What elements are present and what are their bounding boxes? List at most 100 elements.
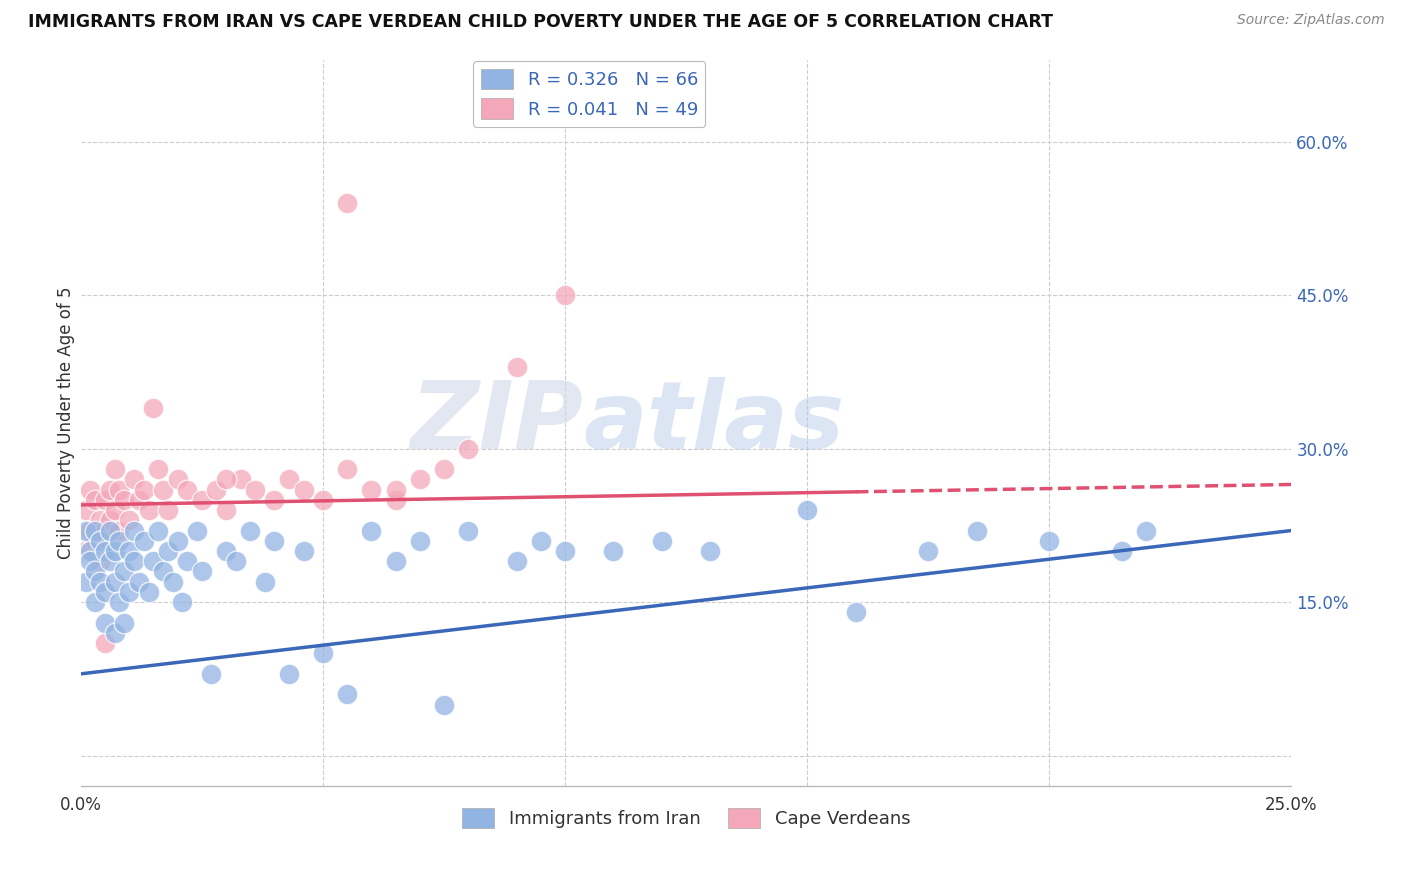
Text: IMMIGRANTS FROM IRAN VS CAPE VERDEAN CHILD POVERTY UNDER THE AGE OF 5 CORRELATIO: IMMIGRANTS FROM IRAN VS CAPE VERDEAN CHI… — [28, 13, 1053, 31]
Point — [94, 524, 117, 538]
Point — [75, 574, 97, 589]
Point — [75, 544, 97, 558]
Y-axis label: Child Poverty Under the Age of 5: Child Poverty Under the Age of 5 — [58, 287, 75, 559]
Point — [336, 687, 359, 701]
Point — [530, 533, 553, 548]
Point — [118, 585, 141, 599]
Point — [191, 565, 214, 579]
Point — [75, 524, 97, 538]
Point — [215, 472, 238, 486]
Point — [191, 492, 214, 507]
Point — [966, 524, 988, 538]
Point — [253, 574, 276, 589]
Point — [128, 492, 150, 507]
Point — [98, 524, 121, 538]
Point — [409, 472, 432, 486]
Point — [104, 626, 127, 640]
Point — [156, 503, 179, 517]
Point — [84, 524, 107, 538]
Text: Source: ZipAtlas.com: Source: ZipAtlas.com — [1237, 13, 1385, 28]
Text: atlas: atlas — [583, 377, 845, 469]
Point — [122, 472, 145, 486]
Point — [433, 698, 456, 712]
Point — [122, 554, 145, 568]
Point — [205, 483, 228, 497]
Point — [699, 544, 721, 558]
Point — [108, 483, 131, 497]
Point — [118, 544, 141, 558]
Point — [292, 483, 315, 497]
Point — [108, 595, 131, 609]
Point — [79, 524, 101, 538]
Point — [104, 574, 127, 589]
Point — [1111, 544, 1133, 558]
Point — [89, 574, 111, 589]
Point — [108, 533, 131, 548]
Point — [94, 544, 117, 558]
Point — [138, 585, 160, 599]
Point — [796, 503, 818, 517]
Point — [243, 483, 266, 497]
Point — [132, 483, 155, 497]
Point — [89, 554, 111, 568]
Point — [79, 483, 101, 497]
Point — [263, 492, 285, 507]
Point — [79, 554, 101, 568]
Point — [98, 554, 121, 568]
Point — [94, 615, 117, 630]
Text: ZIP: ZIP — [411, 377, 583, 469]
Point — [186, 524, 208, 538]
Point — [384, 483, 406, 497]
Point — [384, 554, 406, 568]
Point — [176, 554, 198, 568]
Point — [89, 513, 111, 527]
Point — [118, 513, 141, 527]
Point — [128, 574, 150, 589]
Point — [229, 472, 252, 486]
Point — [176, 483, 198, 497]
Point — [554, 544, 576, 558]
Point — [602, 544, 624, 558]
Point — [409, 533, 432, 548]
Point — [505, 554, 527, 568]
Point — [336, 195, 359, 210]
Point — [239, 524, 262, 538]
Point — [142, 401, 165, 415]
Point — [94, 492, 117, 507]
Point — [225, 554, 247, 568]
Point — [384, 492, 406, 507]
Point — [845, 606, 868, 620]
Point — [200, 666, 222, 681]
Point — [84, 595, 107, 609]
Point — [79, 544, 101, 558]
Point — [84, 492, 107, 507]
Point — [917, 544, 939, 558]
Point — [152, 565, 174, 579]
Point — [1038, 533, 1060, 548]
Point — [112, 615, 135, 630]
Point — [152, 483, 174, 497]
Point — [104, 462, 127, 476]
Point — [104, 503, 127, 517]
Point — [360, 483, 382, 497]
Point — [433, 462, 456, 476]
Point — [122, 524, 145, 538]
Point — [112, 565, 135, 579]
Point — [98, 483, 121, 497]
Point — [336, 462, 359, 476]
Point — [278, 472, 301, 486]
Point — [98, 513, 121, 527]
Point — [138, 503, 160, 517]
Point — [142, 554, 165, 568]
Point — [278, 666, 301, 681]
Legend: Immigrants from Iran, Cape Verdeans: Immigrants from Iran, Cape Verdeans — [454, 800, 918, 836]
Point — [457, 524, 479, 538]
Point — [84, 533, 107, 548]
Point — [108, 524, 131, 538]
Point — [84, 565, 107, 579]
Point — [132, 533, 155, 548]
Point — [75, 503, 97, 517]
Point — [360, 524, 382, 538]
Point — [215, 544, 238, 558]
Point — [112, 492, 135, 507]
